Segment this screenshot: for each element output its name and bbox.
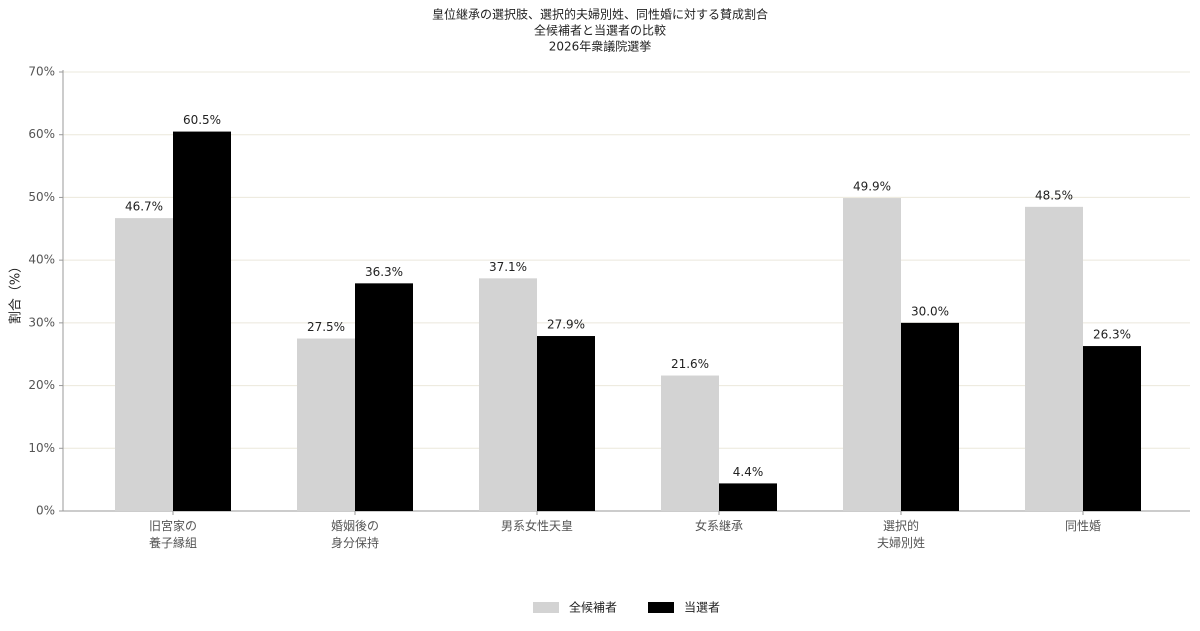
value-label: 46.7% [125, 200, 163, 214]
y-tick-label: 50% [28, 190, 55, 204]
bar [843, 198, 901, 511]
legend-swatch [533, 602, 559, 613]
x-tick-label: 男系女性天皇 [501, 518, 573, 533]
chart-title: 皇位継承の選択肢、選択的夫婦別姓、同性婚に対する賛成割合 [432, 7, 768, 22]
y-tick-label: 20% [28, 378, 55, 392]
value-label: 49.9% [853, 180, 891, 194]
value-label: 37.1% [489, 260, 527, 274]
value-label: 48.5% [1035, 188, 1073, 202]
value-label: 60.5% [183, 113, 221, 127]
value-label: 27.5% [307, 320, 345, 334]
y-tick-label: 0% [36, 504, 55, 518]
bar [173, 131, 231, 512]
x-tick-label: 選択的夫婦別姓 [877, 518, 925, 550]
bar [115, 218, 173, 512]
value-label: 21.6% [671, 357, 709, 371]
value-label: 4.4% [733, 465, 764, 479]
value-label: 27.9% [547, 318, 585, 332]
bar [719, 483, 777, 511]
bar [1025, 206, 1083, 512]
bar [537, 336, 595, 511]
chart-title: 2026年衆議院選挙 [549, 40, 652, 54]
y-axis-label: 割合（%） [8, 260, 24, 324]
y-tick-label: 70% [28, 65, 55, 79]
legend-label: 全候補者 [569, 600, 617, 615]
y-tick-label: 30% [28, 315, 55, 329]
y-tick-label: 60% [28, 127, 55, 141]
bar [355, 283, 413, 511]
bar [661, 375, 719, 511]
legend-label: 当選者 [684, 601, 720, 615]
y-tick-label: 40% [28, 253, 55, 267]
value-label: 36.3% [365, 265, 403, 279]
x-tick-label: 旧宮家の養子縁組 [149, 518, 197, 550]
x-tick-label: 同性婚 [1065, 519, 1101, 533]
bar [479, 278, 537, 511]
bar [1083, 346, 1141, 511]
value-label: 30.0% [911, 304, 949, 318]
chart-title: 全候補者と当選者の比較 [534, 23, 666, 38]
legend-swatch [648, 602, 674, 613]
bar [297, 338, 355, 511]
y-tick-label: 10% [28, 441, 55, 455]
x-tick-label: 女系継承 [695, 518, 743, 533]
value-label: 26.3% [1093, 328, 1131, 342]
bar [901, 322, 959, 511]
x-tick-label: 婚姻後の身分保持 [331, 518, 379, 550]
